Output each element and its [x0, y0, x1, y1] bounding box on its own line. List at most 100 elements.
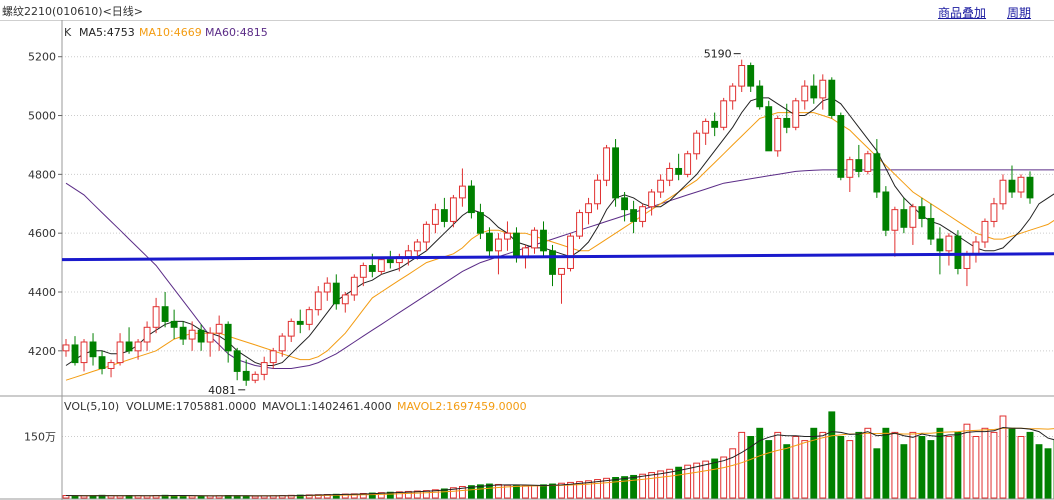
candle-body-down [540, 229, 547, 252]
candle-body-up [341, 294, 349, 305]
candle-body-up [846, 159, 854, 178]
volume-bar-up [702, 460, 710, 499]
candle [612, 139, 619, 207]
volume-bar-up [188, 495, 196, 499]
candle-body-up [558, 267, 565, 275]
volume-bar-down [486, 483, 493, 499]
volume-bar-up [891, 431, 899, 499]
candle-body-down [873, 153, 881, 193]
candle-body-down [828, 79, 836, 117]
volume-bar-down [513, 485, 520, 499]
ma5-line [65, 97, 1054, 366]
volume-bar-up [666, 468, 674, 499]
candle [458, 168, 466, 207]
volume-bar-up [738, 431, 746, 499]
candle-body-down [927, 217, 935, 240]
candle [675, 153, 683, 181]
volume-bar-down [765, 440, 773, 499]
price-tick-label: 5200 [28, 51, 56, 64]
candle-body-down [855, 159, 863, 172]
candle-body-down [98, 356, 106, 369]
volume-bar-up [495, 483, 502, 499]
candle-body-up [576, 212, 583, 237]
candle-body-up [999, 179, 1007, 205]
candle [224, 321, 232, 363]
candle [657, 174, 665, 198]
period-button[interactable]: 周期 [1007, 6, 1032, 20]
candle [359, 262, 367, 287]
candle-body-down [756, 85, 764, 108]
ma60-line [65, 169, 1054, 369]
candle-body-up [323, 282, 331, 293]
overlay-commodity-button[interactable]: 商品叠加 [938, 6, 987, 20]
volume-bar-up [774, 431, 782, 499]
candle [684, 150, 692, 178]
candle-body-down [954, 235, 962, 269]
candle-body-down [332, 282, 340, 305]
candle-body-up [260, 362, 268, 375]
price-tick-label: 4400 [28, 286, 56, 299]
candle-body-up [377, 259, 385, 272]
candle [549, 244, 556, 287]
candle-body-up [945, 235, 953, 252]
volume-bar-up [585, 480, 592, 499]
volume-bar-up [1017, 436, 1025, 499]
candle [909, 203, 917, 245]
candle-body-up [188, 329, 196, 340]
candle-body-down [711, 120, 719, 128]
candle-body-down [197, 329, 205, 343]
candle [504, 221, 511, 251]
volume-bar-down [747, 436, 755, 499]
candle-body-up [567, 235, 574, 269]
volume-bar-up [359, 492, 367, 499]
candle [152, 297, 160, 334]
legend-volume: VOLUME:1705881.0000 [126, 400, 256, 413]
candle [936, 227, 944, 275]
candle [729, 83, 737, 110]
candle-body-down [233, 350, 241, 372]
candle [774, 115, 782, 157]
volume-bar-down [1008, 427, 1016, 499]
candle [422, 221, 430, 251]
candle [576, 209, 583, 240]
volume-bar-down [549, 483, 556, 499]
candle-body-down [549, 250, 556, 275]
candle [927, 203, 935, 245]
price-tick-label: 4800 [28, 168, 56, 181]
candle-body-up [504, 232, 511, 240]
legend-vol: VOL(5,10) [64, 400, 119, 413]
candle-body-down [440, 209, 448, 222]
candle-body-up [657, 179, 665, 193]
volume-bar-up [963, 423, 971, 499]
ma10-line [65, 112, 1054, 381]
candle [296, 309, 304, 334]
candle [531, 227, 538, 254]
candle [540, 221, 547, 257]
legend-k: K [64, 26, 72, 39]
candle-body-up [684, 153, 692, 175]
candle [386, 250, 394, 269]
candle [233, 347, 241, 381]
candle-body-down [179, 326, 187, 340]
candle [143, 321, 151, 351]
volume-bar-up [693, 462, 701, 499]
volume-bar-down [810, 427, 818, 499]
candle [945, 233, 953, 266]
candle [702, 118, 710, 145]
candle [486, 227, 493, 257]
candle [1017, 174, 1025, 198]
volume-bar-up [972, 436, 980, 499]
volume-bar-up [404, 490, 412, 499]
candle-body-up [963, 253, 971, 269]
volume-bar-down [1044, 448, 1052, 499]
candle-body-down [170, 320, 178, 328]
volume-bar-up [576, 481, 583, 499]
volume-bar-up [909, 431, 917, 499]
candle-body-up [413, 241, 421, 252]
candle [98, 350, 106, 375]
volume-bar-down [440, 488, 448, 499]
candle-body-up [585, 203, 592, 214]
candle [449, 194, 457, 228]
candle-body-down [386, 259, 394, 264]
candle [197, 324, 205, 351]
